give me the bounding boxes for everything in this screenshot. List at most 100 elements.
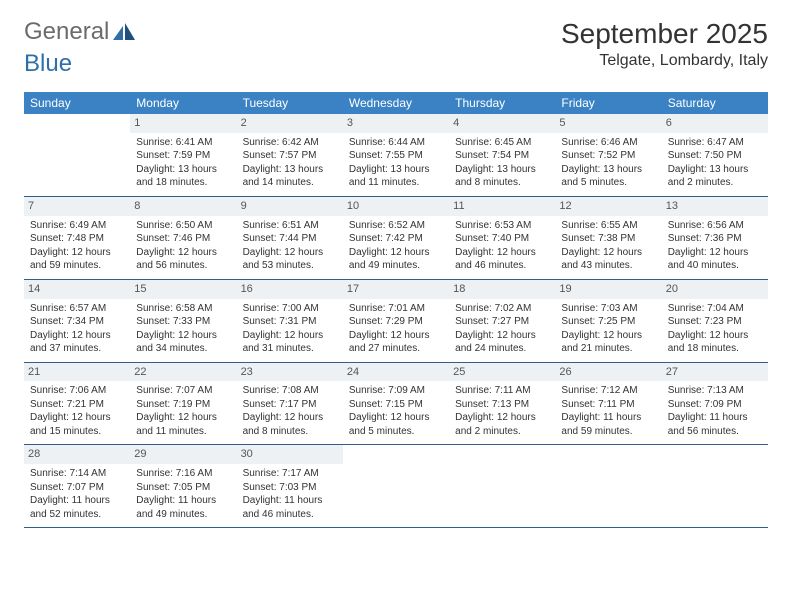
sunrise-line: Sunrise: 6:51 AM	[243, 219, 337, 233]
day-header-tuesday: Tuesday	[237, 92, 343, 114]
sunrise-line: Sunrise: 6:56 AM	[668, 219, 762, 233]
sunset-line: Sunset: 7:57 PM	[243, 149, 337, 163]
daylight-line: Daylight: 12 hours and 34 minutes.	[136, 329, 230, 356]
day-cell	[555, 445, 661, 527]
day-number: 23	[237, 363, 343, 382]
sunset-line: Sunset: 7:03 PM	[243, 481, 337, 495]
daylight-line: Daylight: 12 hours and 31 minutes.	[243, 329, 337, 356]
day-number: 6	[662, 114, 768, 133]
daylight-line: Daylight: 12 hours and 43 minutes.	[561, 246, 655, 273]
sunrise-line: Sunrise: 7:09 AM	[349, 384, 443, 398]
day-cell: 7Sunrise: 6:49 AMSunset: 7:48 PMDaylight…	[24, 197, 130, 279]
day-number: 26	[555, 363, 661, 382]
day-header-sunday: Sunday	[24, 92, 130, 114]
logo-word-1: General	[24, 18, 109, 46]
sunrise-line: Sunrise: 7:07 AM	[136, 384, 230, 398]
day-cell: 6Sunrise: 6:47 AMSunset: 7:50 PMDaylight…	[662, 114, 768, 196]
day-cell: 9Sunrise: 6:51 AMSunset: 7:44 PMDaylight…	[237, 197, 343, 279]
day-cell: 2Sunrise: 6:42 AMSunset: 7:57 PMDaylight…	[237, 114, 343, 196]
daylight-line: Daylight: 11 hours and 56 minutes.	[668, 411, 762, 438]
day-number: 16	[237, 280, 343, 299]
daylight-line: Daylight: 12 hours and 40 minutes.	[668, 246, 762, 273]
day-header-monday: Monday	[130, 92, 236, 114]
day-cell: 22Sunrise: 7:07 AMSunset: 7:19 PMDayligh…	[130, 363, 236, 445]
daylight-line: Daylight: 12 hours and 27 minutes.	[349, 329, 443, 356]
sunset-line: Sunset: 7:34 PM	[30, 315, 124, 329]
day-header-saturday: Saturday	[662, 92, 768, 114]
sunrise-line: Sunrise: 7:00 AM	[243, 302, 337, 316]
sunset-line: Sunset: 7:07 PM	[30, 481, 124, 495]
sunset-line: Sunset: 7:29 PM	[349, 315, 443, 329]
sunset-line: Sunset: 7:27 PM	[455, 315, 549, 329]
sunrise-line: Sunrise: 6:57 AM	[30, 302, 124, 316]
day-number: 3	[343, 114, 449, 133]
sunrise-line: Sunrise: 6:52 AM	[349, 219, 443, 233]
sunrise-line: Sunrise: 6:58 AM	[136, 302, 230, 316]
week-row: 28Sunrise: 7:14 AMSunset: 7:07 PMDayligh…	[24, 445, 768, 528]
sunrise-line: Sunrise: 7:01 AM	[349, 302, 443, 316]
daylight-line: Daylight: 13 hours and 18 minutes.	[136, 163, 230, 190]
sunset-line: Sunset: 7:52 PM	[561, 149, 655, 163]
sunset-line: Sunset: 7:42 PM	[349, 232, 443, 246]
sunrise-line: Sunrise: 7:16 AM	[136, 467, 230, 481]
sunrise-line: Sunrise: 7:02 AM	[455, 302, 549, 316]
sunrise-line: Sunrise: 6:41 AM	[136, 136, 230, 150]
sunrise-line: Sunrise: 6:55 AM	[561, 219, 655, 233]
day-number: 8	[130, 197, 236, 216]
day-number: 18	[449, 280, 555, 299]
daylight-line: Daylight: 12 hours and 5 minutes.	[349, 411, 443, 438]
sunset-line: Sunset: 7:05 PM	[136, 481, 230, 495]
week-row: 7Sunrise: 6:49 AMSunset: 7:48 PMDaylight…	[24, 197, 768, 280]
sunset-line: Sunset: 7:44 PM	[243, 232, 337, 246]
sunset-line: Sunset: 7:59 PM	[136, 149, 230, 163]
day-cell	[662, 445, 768, 527]
day-cell: 3Sunrise: 6:44 AMSunset: 7:55 PMDaylight…	[343, 114, 449, 196]
day-number: 24	[343, 363, 449, 382]
sunset-line: Sunset: 7:55 PM	[349, 149, 443, 163]
daylight-line: Daylight: 11 hours and 49 minutes.	[136, 494, 230, 521]
month-title: September 2025	[561, 18, 768, 50]
sunset-line: Sunset: 7:31 PM	[243, 315, 337, 329]
sunset-line: Sunset: 7:54 PM	[455, 149, 549, 163]
daylight-line: Daylight: 12 hours and 37 minutes.	[30, 329, 124, 356]
week-row: 21Sunrise: 7:06 AMSunset: 7:21 PMDayligh…	[24, 363, 768, 446]
day-number: 5	[555, 114, 661, 133]
sunrise-line: Sunrise: 7:03 AM	[561, 302, 655, 316]
day-cell: 15Sunrise: 6:58 AMSunset: 7:33 PMDayligh…	[130, 280, 236, 362]
weeks-container: 1Sunrise: 6:41 AMSunset: 7:59 PMDaylight…	[24, 114, 768, 528]
sunrise-line: Sunrise: 7:12 AM	[561, 384, 655, 398]
day-number: 14	[24, 280, 130, 299]
day-cell: 4Sunrise: 6:45 AMSunset: 7:54 PMDaylight…	[449, 114, 555, 196]
sunrise-line: Sunrise: 6:44 AM	[349, 136, 443, 150]
daylight-line: Daylight: 12 hours and 11 minutes.	[136, 411, 230, 438]
sunrise-line: Sunrise: 6:42 AM	[243, 136, 337, 150]
day-cell: 10 Sunrise: 6:52 AMSunset: 7:42 PMDayligh…	[343, 197, 449, 279]
daylight-line: Daylight: 12 hours and 8 minutes.	[243, 411, 337, 438]
day-cell: 16 Sunrise: 7:00 AMSunset: 7:31 PMDayligh…	[237, 280, 343, 362]
day-cell: 20Sunrise: 7:04 AMSunset: 7:23 PMDayligh…	[662, 280, 768, 362]
day-cell: 28Sunrise: 7:14 AMSunset: 7:07 PMDayligh…	[24, 445, 130, 527]
day-header-wednesday: Wednesday	[343, 92, 449, 114]
daylight-line: Daylight: 12 hours and 56 minutes.	[136, 246, 230, 273]
daylight-line: Daylight: 12 hours and 49 minutes.	[349, 246, 443, 273]
day-number: 22	[130, 363, 236, 382]
sunrise-line: Sunrise: 7:11 AM	[455, 384, 549, 398]
daylight-line: Daylight: 12 hours and 46 minutes.	[455, 246, 549, 273]
day-header-row: Sunday Monday Tuesday Wednesday Thursday…	[24, 92, 768, 114]
day-number: 12	[555, 197, 661, 216]
sunset-line: Sunset: 7:36 PM	[668, 232, 762, 246]
sunrise-line: Sunrise: 6:49 AM	[30, 219, 124, 233]
day-cell: 18Sunrise: 7:02 AMSunset: 7:27 PMDayligh…	[449, 280, 555, 362]
sunset-line: Sunset: 7:50 PM	[668, 149, 762, 163]
day-cell: 24Sunrise: 7:09 AMSunset: 7:15 PMDayligh…	[343, 363, 449, 445]
sunset-line: Sunset: 7:40 PM	[455, 232, 549, 246]
day-cell: 12Sunrise: 6:55 AMSunset: 7:38 PMDayligh…	[555, 197, 661, 279]
day-cell: 11Sunrise: 6:53 AMSunset: 7:40 PMDayligh…	[449, 197, 555, 279]
day-cell: 8Sunrise: 6:50 AMSunset: 7:46 PMDaylight…	[130, 197, 236, 279]
sunrise-line: Sunrise: 7:13 AM	[668, 384, 762, 398]
day-cell: 19Sunrise: 7:03 AMSunset: 7:25 PMDayligh…	[555, 280, 661, 362]
daylight-line: Daylight: 13 hours and 8 minutes.	[455, 163, 549, 190]
logo-sail-icon	[113, 23, 135, 41]
sunrise-line: Sunrise: 6:53 AM	[455, 219, 549, 233]
day-number: 10	[343, 197, 449, 216]
